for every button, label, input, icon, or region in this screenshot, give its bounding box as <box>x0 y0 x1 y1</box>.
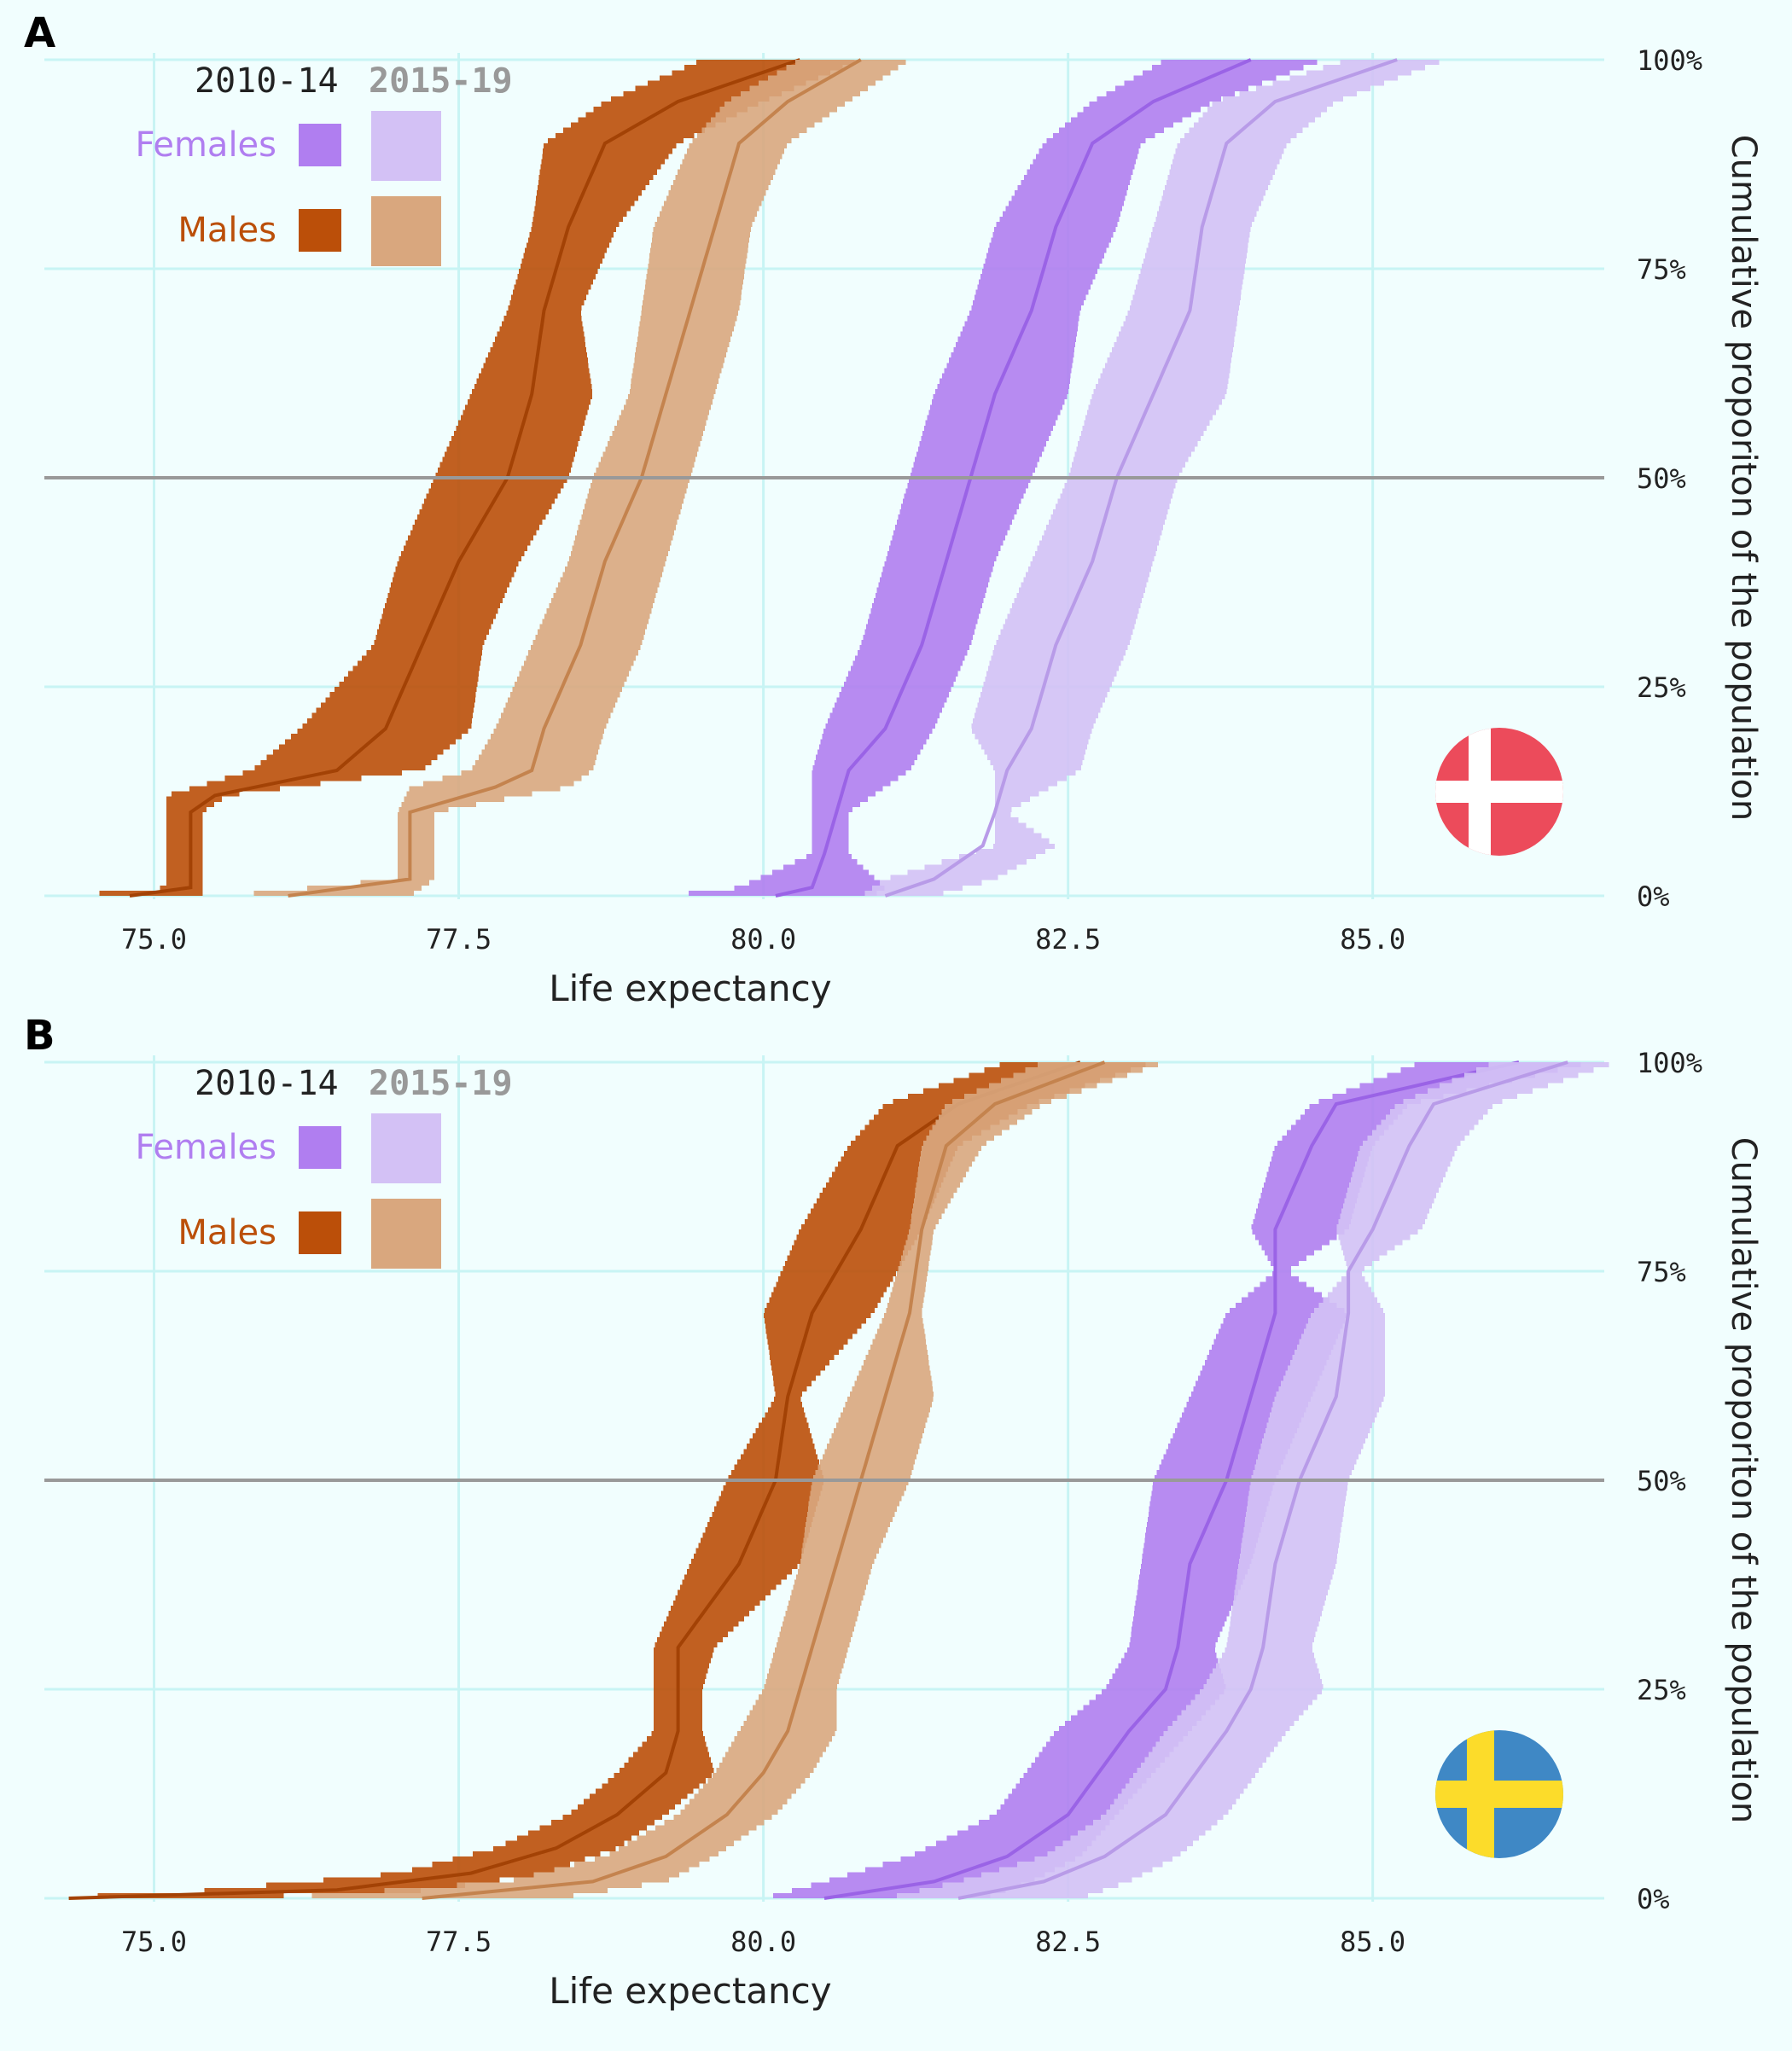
denmark-flag-icon <box>1435 728 1563 856</box>
x-tick-labels: 75.0 77.5 80.0 82.5 85.0 <box>121 1926 1405 1958</box>
y-tick-label: 75% <box>1637 1256 1686 1288</box>
x-tick-label: 77.5 <box>426 1926 492 1958</box>
legend-period-2010-14: 2010-14 <box>195 1064 339 1103</box>
x-tick-label: 80.0 <box>730 923 796 956</box>
legend-period-2015-19: 2015-19 <box>369 61 513 101</box>
sweden-flag-icon <box>1435 1730 1563 1858</box>
x-tick-label: 80.0 <box>730 1926 796 1958</box>
x-tick-label: 82.5 <box>1035 923 1101 956</box>
y-tick-label: 75% <box>1637 253 1686 286</box>
legend-label-males: Males <box>177 1213 276 1252</box>
legend-swatch-males-2010-14 <box>299 1211 341 1254</box>
flag-cross-vertical <box>1469 728 1491 856</box>
panel-b: 75.0 77.5 80.0 82.5 85.0 0% 25% 50% 75% 100% B L… <box>24 1012 1763 2012</box>
y-tick-label: 0% <box>1637 1883 1670 1915</box>
y-tick-label: 50% <box>1637 1465 1686 1497</box>
x-tick-label: 75.0 <box>121 1926 187 1958</box>
x-tick-label: 77.5 <box>426 923 492 956</box>
legend-period-2015-19: 2015-19 <box>369 1064 513 1103</box>
legend-swatch-females-2015-19 <box>371 1113 441 1183</box>
y-tick-label: 100% <box>1637 44 1702 77</box>
panel-a: 75.0 77.5 80.0 82.5 85.0 0% 25% 50% 75% 100% A L… <box>24 9 1763 1009</box>
x-tick-label: 82.5 <box>1035 1926 1101 1958</box>
legend-swatch-females-2010-14 <box>299 1126 341 1169</box>
x-tick-label: 85.0 <box>1340 923 1405 956</box>
y-axis-label: Cumulative proporiton of the population <box>1724 1137 1763 1824</box>
panel-label: A <box>24 9 55 57</box>
band <box>97 1062 1146 1898</box>
legend-swatch-males-2015-19 <box>371 1199 441 1269</box>
legend-label-males: Males <box>177 211 276 250</box>
flag-cross-horizontal <box>1435 781 1563 803</box>
band <box>253 60 906 896</box>
flag-cross-vertical <box>1467 1730 1494 1858</box>
x-axis-label: Life expectancy <box>549 1970 831 2012</box>
legend-label-females: Females <box>136 125 276 165</box>
flag-cross-horizontal <box>1435 1781 1563 1808</box>
x-tick-labels: 75.0 77.5 80.0 82.5 85.0 <box>121 923 1405 956</box>
y-tick-label: 100% <box>1637 1047 1702 1079</box>
y-tick-labels: 0% 25% 50% 75% 100% <box>1637 1047 1702 1915</box>
y-tick-label: 0% <box>1637 880 1670 913</box>
legend-swatch-males-2010-14 <box>299 209 341 252</box>
legend: 2010-14 2015-19 Females Males <box>136 61 513 266</box>
legend-swatch-females-2015-19 <box>371 111 441 181</box>
y-axis-label: Cumulative proporiton of the population <box>1724 135 1763 822</box>
panel-label: B <box>24 1012 55 1060</box>
legend-label-females: Females <box>136 1128 276 1167</box>
y-tick-labels: 0% 25% 50% 75% 100% <box>1637 44 1702 913</box>
y-tick-label: 50% <box>1637 462 1686 495</box>
x-axis-label: Life expectancy <box>549 967 831 1009</box>
legend-swatch-females-2010-14 <box>299 124 341 166</box>
legend: 2010-14 2015-19 Females Males <box>136 1064 513 1269</box>
legend-period-2010-14: 2010-14 <box>195 61 339 101</box>
x-tick-label: 85.0 <box>1340 1926 1405 1958</box>
legend-swatch-males-2015-19 <box>371 196 441 266</box>
y-tick-label: 25% <box>1637 671 1686 704</box>
x-tick-label: 75.0 <box>121 923 187 956</box>
y-tick-label: 25% <box>1637 1674 1686 1706</box>
